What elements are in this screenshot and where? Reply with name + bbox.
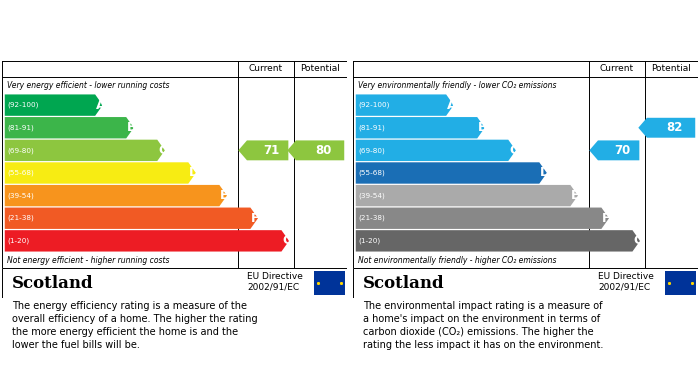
Text: Potential: Potential xyxy=(651,64,691,73)
Text: (69-80): (69-80) xyxy=(7,147,34,154)
Polygon shape xyxy=(5,208,258,229)
Text: The energy efficiency rating is a measure of the
overall efficiency of a home. T: The energy efficiency rating is a measur… xyxy=(13,301,258,350)
Text: (55-68): (55-68) xyxy=(358,170,385,176)
Text: Very energy efficient - lower running costs: Very energy efficient - lower running co… xyxy=(7,81,169,90)
Text: (21-38): (21-38) xyxy=(358,215,385,221)
Text: (81-91): (81-91) xyxy=(7,124,34,131)
Text: Current: Current xyxy=(249,64,283,73)
Text: C: C xyxy=(509,144,518,157)
Text: D: D xyxy=(189,167,199,179)
Text: 82: 82 xyxy=(666,121,682,134)
Text: Scotland: Scotland xyxy=(13,275,94,292)
Text: (92-100): (92-100) xyxy=(7,102,38,108)
Text: F: F xyxy=(602,212,610,225)
Text: 70: 70 xyxy=(614,144,630,157)
Bar xyxy=(665,271,696,295)
Polygon shape xyxy=(638,118,695,138)
Text: EU Directive
2002/91/EC: EU Directive 2002/91/EC xyxy=(247,272,303,291)
Text: Not environmentally friendly - higher CO₂ emissions: Not environmentally friendly - higher CO… xyxy=(358,256,556,265)
Text: Very environmentally friendly - lower CO₂ emissions: Very environmentally friendly - lower CO… xyxy=(358,81,556,90)
Text: C: C xyxy=(158,144,167,157)
Text: Environmental Impact (CO₂) Rating: Environmental Impact (CO₂) Rating xyxy=(362,41,594,54)
Text: (55-68): (55-68) xyxy=(7,170,34,176)
Text: D: D xyxy=(540,167,550,179)
Text: The environmental impact rating is a measure of
a home's impact on the environme: The environmental impact rating is a mea… xyxy=(363,301,603,350)
Text: F: F xyxy=(251,212,260,225)
Polygon shape xyxy=(356,95,454,116)
Bar xyxy=(314,271,345,295)
Text: (1-20): (1-20) xyxy=(358,238,380,244)
Polygon shape xyxy=(287,140,344,160)
Polygon shape xyxy=(356,208,609,229)
Polygon shape xyxy=(5,95,103,116)
Text: (1-20): (1-20) xyxy=(7,238,29,244)
Text: Scotland: Scotland xyxy=(363,275,445,292)
Polygon shape xyxy=(5,117,134,138)
Polygon shape xyxy=(356,140,516,161)
Polygon shape xyxy=(5,162,196,184)
Text: (39-54): (39-54) xyxy=(7,192,34,199)
Polygon shape xyxy=(238,140,288,160)
Text: B: B xyxy=(478,121,487,134)
Text: Not energy efficient - higher running costs: Not energy efficient - higher running co… xyxy=(7,256,169,265)
Text: (81-91): (81-91) xyxy=(358,124,385,131)
Text: G: G xyxy=(634,234,643,248)
Polygon shape xyxy=(356,185,578,206)
Polygon shape xyxy=(589,140,639,160)
Text: (69-80): (69-80) xyxy=(358,147,385,154)
Text: E: E xyxy=(571,189,580,202)
Text: A: A xyxy=(96,99,106,111)
Text: (21-38): (21-38) xyxy=(7,215,34,221)
Text: 80: 80 xyxy=(316,144,332,157)
Text: 71: 71 xyxy=(263,144,279,157)
Text: Energy Efficiency Rating: Energy Efficiency Rating xyxy=(10,41,173,54)
Text: B: B xyxy=(127,121,136,134)
Polygon shape xyxy=(5,185,227,206)
Polygon shape xyxy=(356,162,547,184)
Polygon shape xyxy=(356,230,640,251)
Text: G: G xyxy=(282,234,293,248)
Text: A: A xyxy=(447,99,456,111)
Polygon shape xyxy=(5,140,164,161)
Text: E: E xyxy=(220,189,229,202)
Text: Current: Current xyxy=(600,64,634,73)
Text: Potential: Potential xyxy=(300,64,340,73)
Text: (39-54): (39-54) xyxy=(358,192,385,199)
Polygon shape xyxy=(5,230,289,251)
Polygon shape xyxy=(356,117,485,138)
Text: (92-100): (92-100) xyxy=(358,102,390,108)
Text: EU Directive
2002/91/EC: EU Directive 2002/91/EC xyxy=(598,272,654,291)
